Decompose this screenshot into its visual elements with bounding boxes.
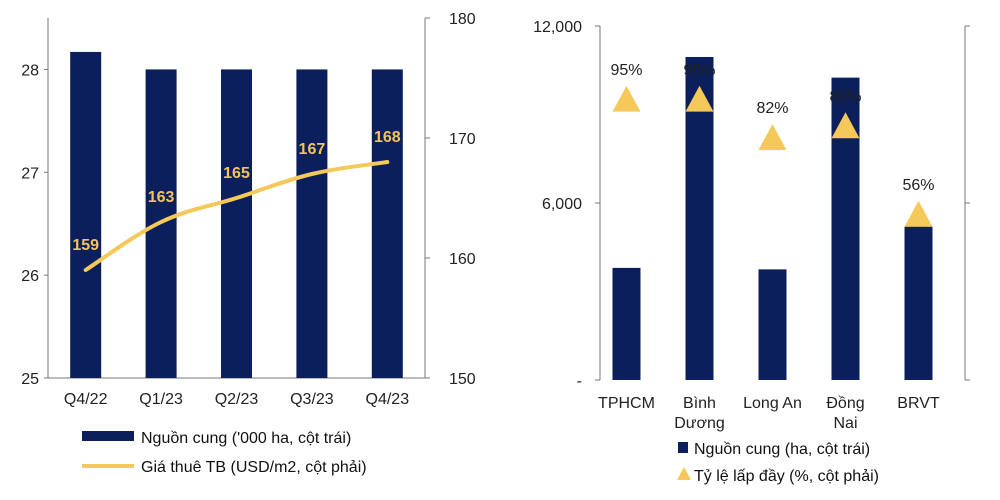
c1-right-tick-label: 150 — [449, 371, 476, 388]
c2-x-tick-label: Bình — [683, 395, 716, 412]
c1-x-tick-label: Q2/23 — [215, 391, 259, 408]
c1-rent-data-label: 168 — [374, 129, 401, 146]
c1-bar-q3-23 — [296, 69, 327, 378]
c2-occupancy-data-label: 56% — [902, 177, 934, 194]
c2-left-tick-label: 6,000 — [542, 196, 582, 213]
c1-right-tick-label: 170 — [449, 131, 476, 148]
c1-bar-q4-22 — [70, 52, 101, 378]
c2-occupancy-data-label: 95% — [683, 62, 715, 79]
c1-left-tick-label: 25 — [21, 371, 39, 388]
c1-left-tick-label: 28 — [21, 62, 39, 79]
c2-occupancy-marker — [759, 124, 787, 150]
c1-rent-data-label: 163 — [148, 189, 175, 206]
c2-legend-label-supply: Nguồn cung (ha, cột trái) — [694, 441, 870, 458]
c1-legend-label-supply: Nguồn cung ('000 ha, cột trái) — [141, 430, 351, 447]
c2-x-tick-label: Dương — [674, 415, 725, 432]
c1-right-tick-label: 160 — [449, 251, 476, 268]
c1-x-tick-label: Q1/23 — [139, 391, 183, 408]
c2-left-tick-label: - — [577, 373, 582, 390]
c1-bar-q4-23 — [372, 69, 403, 378]
c2-legend-label-occupancy: Tỷ lệ lấp đầy (%, cột phải) — [694, 468, 879, 485]
c1-x-tick-label: Q4/22 — [64, 391, 108, 408]
c1-rent-data-label: 165 — [223, 165, 250, 182]
c2-x-tick-label: Long An — [743, 395, 802, 412]
c2-occupancy-data-label: 95% — [610, 62, 642, 79]
c2-bar-long-an — [759, 269, 787, 380]
c2-legend-swatch-supply — [678, 442, 688, 453]
c2-occupancy-data-label: 82% — [756, 100, 788, 117]
c2-bar-tphcm — [613, 268, 641, 380]
c2-x-tick-label: BRVT — [897, 395, 940, 412]
c1-left-tick-label: 27 — [21, 165, 39, 182]
c1-x-tick-label: Q3/23 — [290, 391, 334, 408]
c2-left-tick-label: 12,000 — [533, 19, 582, 36]
c2-occupancy-marker — [613, 86, 641, 112]
c2-x-tick-label: Nai — [833, 415, 857, 432]
c2-legend-swatch-occupancy — [677, 467, 691, 480]
c1-rent-data-label: 159 — [72, 237, 99, 254]
c2-x-tick-label: Đồng — [826, 395, 864, 412]
c2-bar-brvt — [905, 227, 933, 380]
c2-occupancy-data-label: 86% — [829, 88, 861, 105]
c1-legend-label-rent: Giá thuê TB (USD/m2, cột phải) — [141, 459, 367, 476]
c2-x-tick-label: TPHCM — [598, 395, 655, 412]
c1-right-tick-label: 180 — [449, 11, 476, 28]
c1-x-tick-label: Q4/23 — [366, 391, 410, 408]
c1-legend-swatch-supply — [82, 431, 134, 441]
c1-bar-q2-23 — [221, 69, 252, 378]
c1-left-tick-label: 26 — [21, 268, 39, 285]
c2-occupancy-marker — [905, 201, 933, 227]
c1-rent-data-label: 167 — [299, 141, 326, 158]
